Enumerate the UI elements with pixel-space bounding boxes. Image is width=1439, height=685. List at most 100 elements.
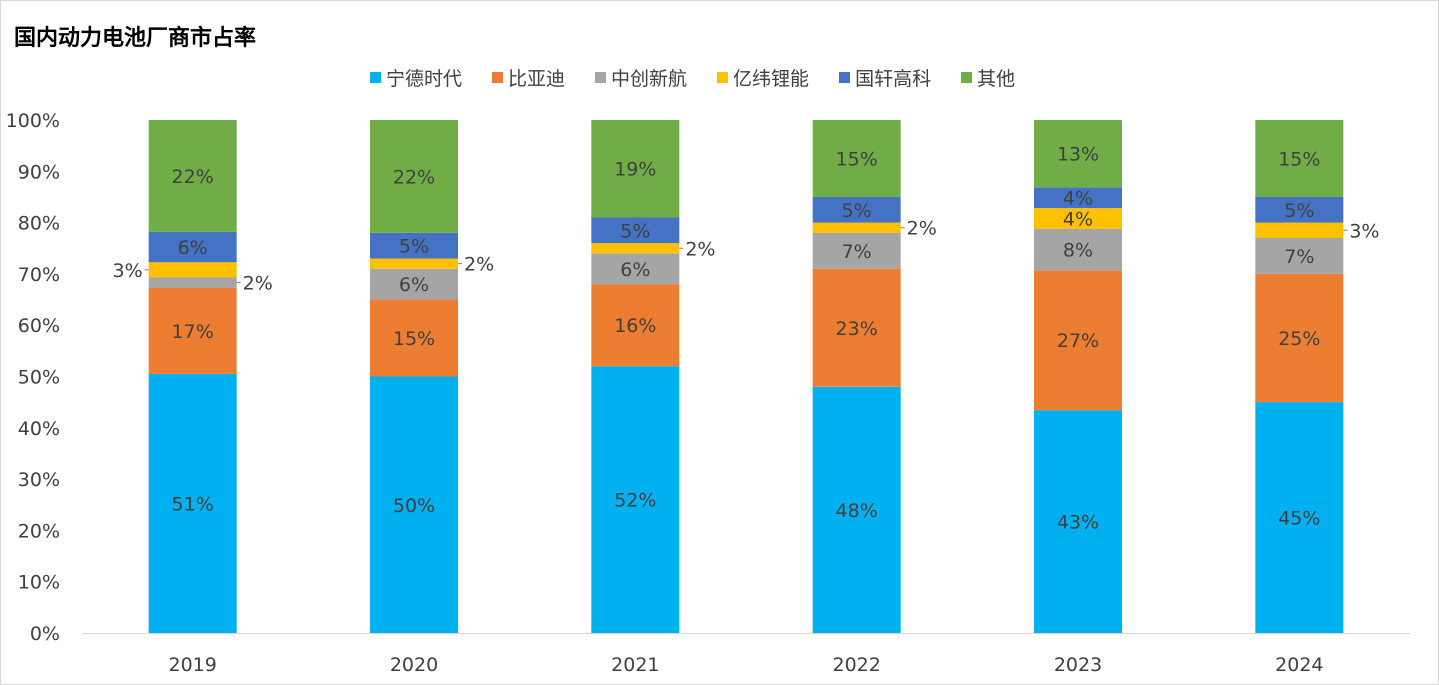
bar-segment [1255, 273, 1344, 403]
bar-segment [148, 231, 237, 263]
data-label: 25% [1278, 328, 1320, 350]
data-label: 3% [1349, 220, 1379, 242]
legend-item: 中创新航 [595, 64, 687, 91]
bar-segment [812, 386, 901, 633]
data-label: 2% [685, 238, 715, 260]
legend-label: 宁德时代 [386, 68, 463, 90]
bar-segment [591, 243, 680, 254]
data-label: 13% [1057, 144, 1099, 166]
bar-segment [370, 258, 458, 269]
data-label: 27% [1057, 330, 1099, 352]
y-tick-label: 60% [18, 315, 60, 337]
bar-segment [1255, 402, 1344, 633]
x-tick-label: 2024 [1275, 654, 1323, 676]
y-tick-label: 90% [18, 161, 60, 183]
legend: 宁德时代 比亚迪 中创新航 亿纬锂能 国轩高科 其他 [370, 64, 1015, 91]
bar-segment [370, 120, 458, 233]
x-tick-label: 2021 [611, 654, 659, 676]
data-label: 5% [842, 200, 872, 222]
bar-segment [812, 196, 901, 223]
data-label: 15% [1278, 148, 1320, 170]
x-tick-label: 2019 [168, 654, 216, 676]
legend-item: 比亚迪 [492, 64, 565, 91]
x-tick-label: 2020 [390, 654, 438, 676]
legend-swatch [492, 72, 504, 83]
bar-segment [1034, 208, 1122, 229]
y-tick-label: 10% [18, 572, 60, 594]
chart-title: 国内动力电池厂商市占率 [14, 26, 257, 51]
bar-segment [1034, 120, 1122, 188]
data-label: 17% [172, 321, 214, 343]
data-label: 2% [907, 218, 937, 240]
y-tick-label: 70% [18, 264, 60, 286]
legend-swatch [370, 72, 381, 83]
data-label: 5% [399, 236, 429, 258]
data-label: 15% [393, 328, 435, 350]
data-label: 7% [1284, 246, 1314, 268]
data-label: 8% [1063, 240, 1093, 262]
data-label: 4% [1063, 208, 1093, 230]
legend-item: 其他 [961, 64, 1015, 91]
bar-segment [148, 287, 237, 374]
bar-segment [1034, 228, 1122, 271]
legend-swatch [839, 72, 851, 83]
bar-segment [812, 268, 901, 387]
legend-label: 其他 [977, 68, 1016, 90]
data-label: 50% [393, 495, 435, 517]
data-label: 6% [399, 274, 429, 296]
legend-label: 国轩高科 [855, 68, 932, 90]
legend-swatch [595, 72, 607, 83]
data-label: 22% [172, 166, 214, 188]
bar-segment [1034, 410, 1122, 633]
bar-segment [1255, 237, 1344, 274]
bar-segment [370, 376, 458, 633]
data-label: 4% [1063, 188, 1093, 210]
bar-segment [148, 373, 237, 633]
bar-segment [1034, 270, 1122, 411]
x-tick-label: 2022 [832, 654, 880, 676]
bar-segment [591, 366, 680, 633]
y-tick-label: 40% [18, 418, 60, 440]
bar-segment [370, 268, 458, 300]
data-label: 52% [614, 490, 656, 512]
bar-segment [1034, 187, 1122, 209]
legend-item: 宁德时代 [370, 64, 462, 91]
data-label: 48% [836, 500, 878, 522]
y-tick-label: 20% [18, 520, 60, 542]
data-label: 43% [1057, 512, 1099, 534]
y-tick-label: 0% [30, 623, 60, 645]
bar-segment [1255, 120, 1344, 197]
y-tick-label: 80% [18, 213, 60, 235]
data-label: 6% [178, 237, 208, 259]
data-label: 5% [1284, 200, 1314, 222]
bar-segment [812, 232, 901, 269]
data-label: 15% [836, 148, 878, 170]
bar-segment [812, 222, 901, 233]
bar-segment [591, 284, 680, 367]
data-label: 2% [464, 254, 494, 276]
bar-segment [812, 120, 901, 197]
data-label: 5% [620, 220, 650, 242]
y-tick-label: 100% [6, 110, 60, 132]
legend-swatch [717, 72, 729, 83]
legend-label: 亿纬锂能 [733, 68, 810, 90]
data-label: 45% [1278, 508, 1320, 530]
data-label: 22% [393, 166, 435, 188]
bar-segment [148, 277, 237, 288]
data-label: 3% [113, 260, 143, 282]
data-label: 6% [620, 259, 650, 281]
data-label: 16% [614, 315, 656, 337]
bar-segment [591, 217, 680, 244]
data-label: 2% [243, 273, 273, 295]
bar-segment [148, 120, 237, 232]
data-label: 19% [614, 159, 656, 181]
legend-label: 中创新航 [611, 68, 688, 90]
legend-label: 比亚迪 [508, 68, 566, 90]
bar-segment [370, 232, 458, 259]
bar-segment [1255, 196, 1344, 223]
data-label: 7% [842, 241, 872, 263]
bar-segment [591, 120, 680, 218]
y-tick-label: 30% [18, 469, 60, 491]
y-tick-label: 50% [18, 367, 60, 389]
